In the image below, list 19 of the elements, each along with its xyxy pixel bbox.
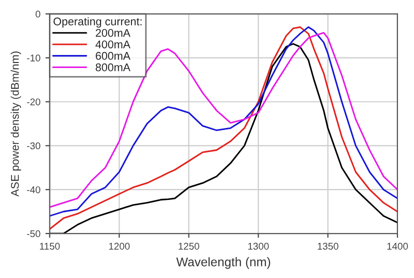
x-tick-label: 1150 (40, 242, 60, 250)
legend-label: 800mA (96, 63, 130, 72)
y-tick-label: -30 (27, 142, 40, 150)
x-tick-label: 1350 (318, 242, 338, 250)
legend-label: 600mA (96, 52, 130, 60)
legend-title: Operating current: (54, 17, 142, 28)
x-tick-label: 1200 (109, 242, 130, 250)
x-axis-title: Wavelength (nm) (176, 257, 270, 269)
legend-label: 400mA (95, 40, 130, 48)
y-axis-title: ASE power density (dBm/nm) (10, 52, 22, 197)
y-tick-label: -50 (27, 230, 40, 238)
y-tick-label: 0 (36, 10, 40, 18)
x-tick-label: 1400 (387, 242, 408, 250)
x-tick-label: 1250 (178, 242, 200, 250)
x-tick-label: 1300 (248, 242, 269, 250)
y-tick-label: -20 (27, 98, 40, 106)
y-tick-label: -10 (27, 54, 40, 62)
y-tick-label: -40 (27, 186, 40, 194)
legend-label: 200mA (96, 28, 130, 37)
